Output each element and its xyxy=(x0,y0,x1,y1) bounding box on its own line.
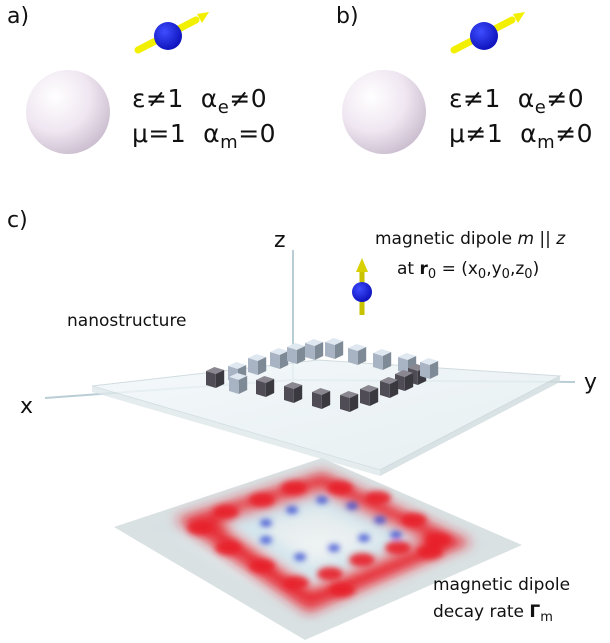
nanocube xyxy=(287,343,305,364)
parallel-symbol: || xyxy=(534,229,556,249)
high-decay-spot xyxy=(417,545,443,559)
decay-rate-text: decay rate xyxy=(433,602,529,622)
low-decay-spot xyxy=(374,516,386,524)
nanocube xyxy=(206,367,224,388)
nanocube xyxy=(305,339,323,360)
x-axis-label: x xyxy=(20,394,33,419)
polarizability-relation: ≠0 xyxy=(229,84,267,113)
dipole-caption-line2: at r0 = (x0,y0,z0) xyxy=(397,259,539,282)
nanocube xyxy=(373,349,391,370)
dipole-caption-text: magnetic dipole xyxy=(375,229,517,249)
high-decay-spot xyxy=(327,481,353,495)
polarizability-subscript: e xyxy=(218,97,230,118)
gamma-symbol: Γ xyxy=(529,602,540,622)
permittivity-text: ε≠1 xyxy=(449,84,501,113)
low-decay-spot xyxy=(328,544,340,552)
nanocube xyxy=(360,385,378,406)
position-subscript: 0 xyxy=(428,267,436,282)
nanocube xyxy=(248,354,266,375)
nanocube xyxy=(256,376,274,397)
low-decay-spot xyxy=(390,531,402,539)
polarizability-relation: =0 xyxy=(238,119,276,148)
z-symbol: z xyxy=(556,229,565,249)
polarizability-symbol: α xyxy=(518,84,535,113)
panel-b-label: b) xyxy=(336,4,359,29)
close-paren-text: ) xyxy=(533,259,540,279)
polarizability-relation: ≠0 xyxy=(555,119,593,148)
panel-b-eq-line2: μ≠1 αm≠0 xyxy=(449,119,593,153)
high-decay-spot xyxy=(317,567,343,581)
nanocube xyxy=(312,388,330,409)
permeability-text: μ≠1 xyxy=(449,119,503,148)
low-decay-spot xyxy=(286,506,298,514)
substrate-plate xyxy=(92,360,560,476)
nanocube xyxy=(325,338,343,359)
nanocube xyxy=(270,348,288,369)
high-decay-spot xyxy=(213,505,239,519)
y-axis-label: y xyxy=(584,370,597,395)
low-decay-spot xyxy=(260,519,272,527)
low-decay-spot xyxy=(346,502,358,510)
at-text: at xyxy=(397,259,420,279)
polarizability-symbol: α xyxy=(520,119,537,148)
high-decay-spot xyxy=(249,493,275,507)
nanocube xyxy=(340,391,358,412)
high-decay-spot xyxy=(349,553,375,567)
high-decay-spot xyxy=(187,521,213,535)
high-decay-spot xyxy=(329,583,355,597)
nanocube xyxy=(229,373,247,394)
comma-y-text: ,y xyxy=(486,259,501,279)
decay-caption-line2: decay rate Γm xyxy=(433,602,553,625)
panel-c-label: c) xyxy=(7,208,28,233)
panel-a-sphere xyxy=(26,70,110,154)
high-decay-spot xyxy=(283,576,309,590)
high-decay-spot xyxy=(249,559,275,573)
equals-text: = (x xyxy=(436,259,478,279)
high-decay-spot xyxy=(365,491,391,505)
panel-b-sphere xyxy=(342,70,426,154)
moment-symbol: m xyxy=(517,229,534,249)
dipole-caption-line1: magnetic dipole m || z xyxy=(375,229,565,249)
panel-a-eq-line2: μ=1 αm=0 xyxy=(132,119,276,153)
polarizability-subscript: m xyxy=(537,132,555,153)
permittivity-text: ε≠1 xyxy=(132,84,184,113)
panel-b-dipole-icon xyxy=(454,12,525,50)
nanostructure-label: nanostructure xyxy=(67,311,187,331)
y-subscript: 0 xyxy=(502,267,510,282)
panel-b-eq-line1: ε≠1 αe≠0 xyxy=(449,84,584,118)
magnetic-dipole-icon xyxy=(352,258,372,315)
panel-a-eq-line1: ε≠1 αe≠0 xyxy=(132,84,267,118)
high-decay-spot xyxy=(385,541,411,555)
high-decay-spot xyxy=(215,541,241,555)
position-vector-symbol: r xyxy=(420,259,428,279)
polarizability-symbol: α xyxy=(203,119,220,148)
high-decay-spot xyxy=(425,533,451,547)
decay-caption-line1: magnetic dipole xyxy=(433,575,570,595)
panel-a-dipole-icon xyxy=(138,12,209,50)
polarizability-symbol: α xyxy=(201,84,218,113)
nanocube xyxy=(348,344,366,365)
permeability-text: μ=1 xyxy=(132,119,186,148)
polarizability-subscript: m xyxy=(220,132,238,153)
high-decay-spot xyxy=(401,513,427,527)
polarizability-subscript: e xyxy=(535,97,547,118)
nanocube xyxy=(420,358,438,379)
gamma-subscript: m xyxy=(540,610,553,625)
low-decay-spot xyxy=(358,534,370,542)
low-decay-spot xyxy=(260,536,272,544)
nanocube xyxy=(380,377,398,398)
high-decay-spot xyxy=(281,481,307,495)
nanocube xyxy=(284,382,302,403)
z-axis-label: z xyxy=(274,228,286,253)
z-subscript: 0 xyxy=(524,267,532,282)
x-subscript: 0 xyxy=(478,267,486,282)
low-decay-spot xyxy=(316,496,328,504)
panel-a-label: a) xyxy=(7,4,29,29)
polarizability-relation: ≠0 xyxy=(546,84,584,113)
comma-z-text: ,z xyxy=(510,259,524,279)
low-decay-spot xyxy=(294,553,306,561)
